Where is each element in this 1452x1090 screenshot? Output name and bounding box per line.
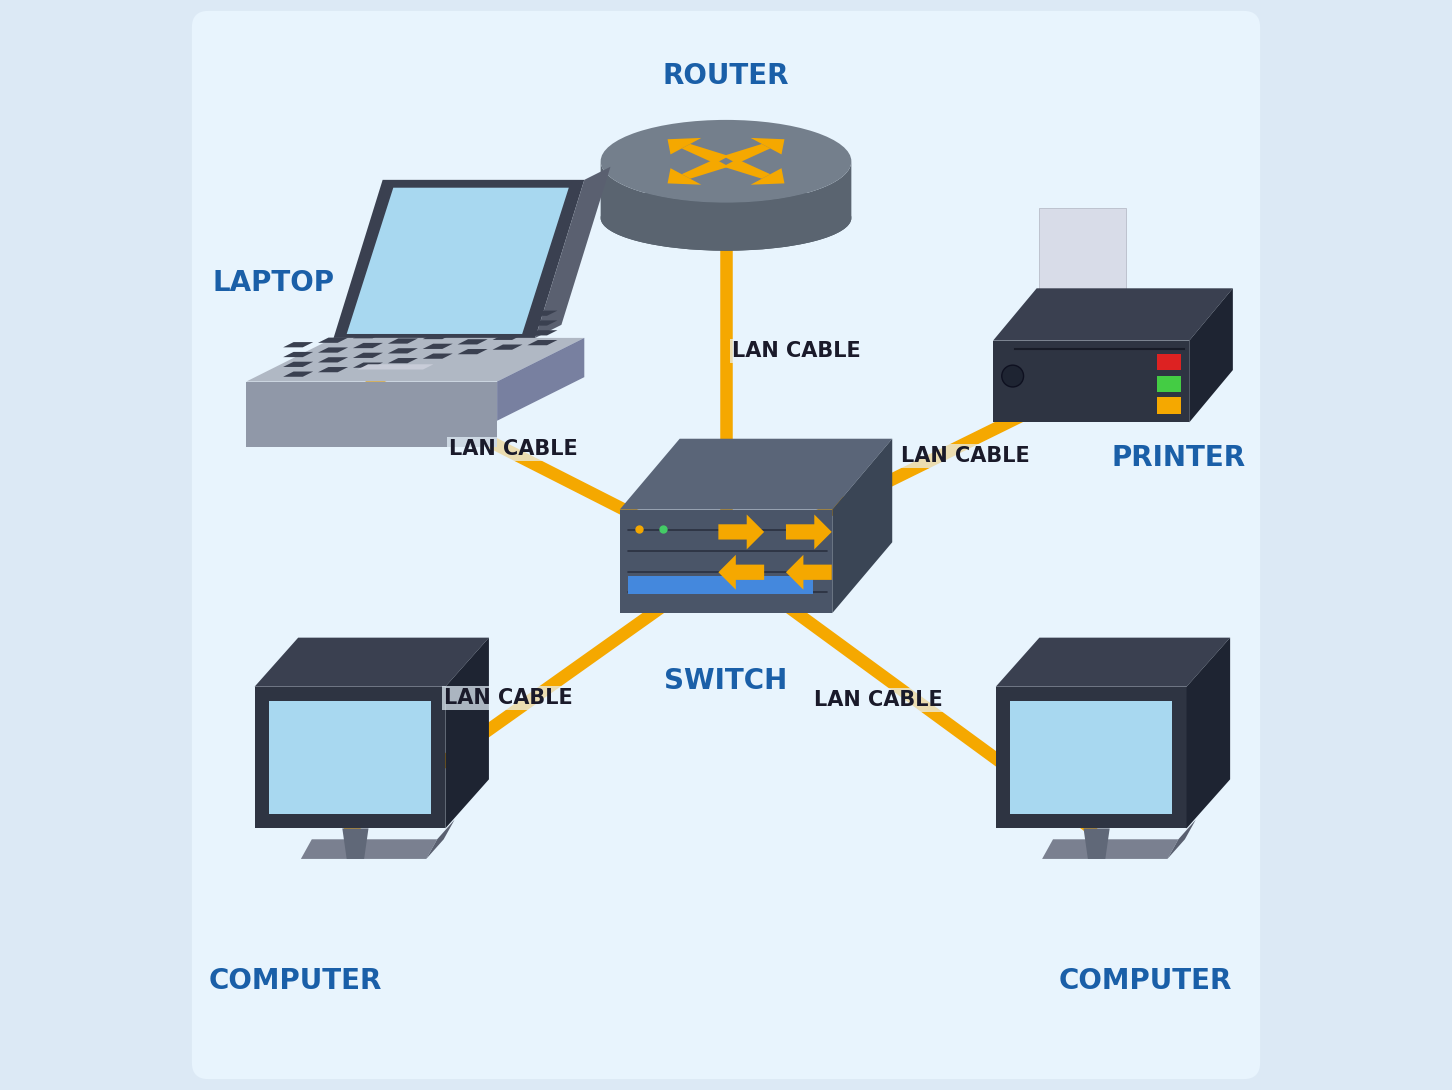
Polygon shape	[751, 168, 784, 184]
Text: ROUTER: ROUTER	[662, 62, 790, 90]
Polygon shape	[786, 514, 832, 549]
Polygon shape	[527, 320, 558, 326]
Polygon shape	[247, 382, 497, 447]
Text: COMPUTER: COMPUTER	[209, 967, 382, 995]
Polygon shape	[283, 372, 314, 377]
Polygon shape	[318, 348, 348, 353]
Polygon shape	[993, 289, 1233, 341]
Polygon shape	[357, 364, 434, 370]
Polygon shape	[254, 687, 446, 828]
Polygon shape	[1186, 638, 1230, 828]
Polygon shape	[318, 367, 348, 373]
Polygon shape	[723, 159, 770, 179]
Polygon shape	[1157, 398, 1180, 414]
Polygon shape	[620, 439, 892, 510]
Text: PRINTER: PRINTER	[1111, 444, 1246, 472]
Polygon shape	[1157, 375, 1180, 391]
Polygon shape	[283, 342, 314, 348]
Polygon shape	[1157, 353, 1180, 371]
Polygon shape	[301, 839, 437, 859]
Polygon shape	[254, 638, 489, 687]
Text: LAN CABLE: LAN CABLE	[449, 439, 578, 459]
Polygon shape	[492, 335, 523, 340]
Polygon shape	[388, 358, 418, 363]
Polygon shape	[527, 330, 558, 336]
FancyBboxPatch shape	[192, 11, 1260, 1079]
Polygon shape	[682, 144, 729, 163]
Polygon shape	[353, 343, 383, 348]
Polygon shape	[283, 352, 314, 358]
Polygon shape	[1167, 820, 1196, 859]
Polygon shape	[492, 315, 523, 320]
Polygon shape	[719, 555, 764, 590]
Polygon shape	[527, 340, 558, 346]
Polygon shape	[423, 334, 453, 339]
Polygon shape	[527, 311, 558, 316]
Polygon shape	[601, 161, 851, 251]
Polygon shape	[832, 439, 892, 613]
Polygon shape	[1083, 828, 1109, 859]
Ellipse shape	[601, 120, 851, 203]
Polygon shape	[1189, 289, 1233, 423]
Text: LAPTOP: LAPTOP	[212, 269, 334, 298]
Polygon shape	[723, 144, 770, 163]
Polygon shape	[423, 353, 453, 359]
Polygon shape	[751, 138, 784, 155]
Polygon shape	[457, 329, 488, 335]
Polygon shape	[492, 344, 523, 350]
Polygon shape	[668, 168, 701, 184]
Text: LAN CABLE: LAN CABLE	[815, 690, 942, 710]
Polygon shape	[993, 341, 1189, 423]
Text: COMPUTER: COMPUTER	[1059, 967, 1233, 995]
Text: LAN CABLE: LAN CABLE	[444, 688, 572, 707]
Polygon shape	[427, 820, 454, 859]
Ellipse shape	[1002, 365, 1024, 387]
Polygon shape	[457, 339, 488, 344]
Polygon shape	[247, 338, 584, 381]
Polygon shape	[497, 338, 584, 421]
Ellipse shape	[601, 185, 851, 251]
Polygon shape	[719, 514, 764, 549]
Polygon shape	[996, 638, 1230, 687]
Polygon shape	[423, 324, 453, 329]
Polygon shape	[269, 701, 431, 814]
Polygon shape	[682, 159, 729, 179]
Polygon shape	[388, 348, 418, 353]
Text: LAN CABLE: LAN CABLE	[902, 446, 1029, 465]
Polygon shape	[353, 363, 383, 367]
Polygon shape	[334, 180, 584, 338]
Polygon shape	[457, 349, 488, 354]
Polygon shape	[446, 638, 489, 828]
Polygon shape	[996, 687, 1186, 828]
Polygon shape	[620, 510, 832, 613]
Polygon shape	[1043, 839, 1179, 859]
Polygon shape	[343, 828, 369, 859]
Polygon shape	[1038, 208, 1127, 312]
Polygon shape	[786, 555, 832, 590]
Polygon shape	[388, 338, 418, 343]
Polygon shape	[347, 187, 569, 334]
Polygon shape	[536, 167, 610, 338]
Polygon shape	[1011, 701, 1172, 814]
Polygon shape	[423, 343, 453, 349]
Polygon shape	[353, 353, 383, 358]
Polygon shape	[353, 334, 383, 338]
Polygon shape	[629, 576, 813, 594]
Polygon shape	[492, 325, 523, 330]
Polygon shape	[283, 362, 314, 367]
Polygon shape	[318, 358, 348, 363]
Polygon shape	[388, 328, 418, 334]
Text: SWITCH: SWITCH	[665, 667, 787, 695]
Polygon shape	[668, 138, 701, 155]
Text: LAN CABLE: LAN CABLE	[732, 341, 861, 361]
Polygon shape	[457, 319, 488, 325]
Polygon shape	[318, 338, 348, 343]
